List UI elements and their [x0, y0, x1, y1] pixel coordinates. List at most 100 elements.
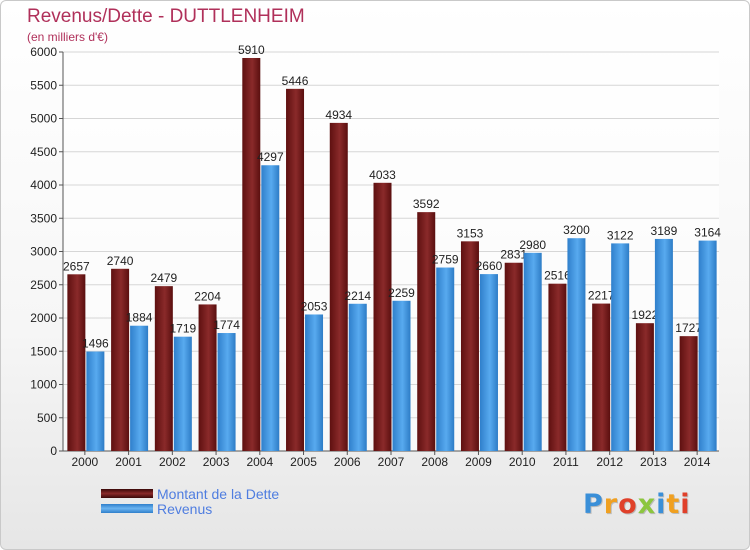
- data-label-revenus: 3189: [651, 224, 678, 238]
- y-tick-label: 1500: [30, 344, 57, 358]
- data-label-dette: 3592: [413, 197, 440, 211]
- data-label-dette: 5910: [238, 43, 265, 57]
- bar-dette: [67, 274, 86, 451]
- data-label-revenus: 3200: [563, 223, 590, 237]
- bar-dette: [198, 304, 217, 451]
- x-tick-label: 2002: [159, 455, 186, 469]
- data-label-revenus: 2214: [344, 289, 371, 303]
- data-label-revenus: 2980: [519, 238, 546, 252]
- y-tick-label: 5500: [30, 78, 57, 92]
- bar-revenus: [217, 333, 236, 451]
- legend: Montant de la Dette Revenus: [101, 485, 280, 517]
- x-tick-label: 2000: [72, 455, 99, 469]
- chart-title: Revenus/Dette - DUTTLENHEIM: [27, 6, 305, 27]
- x-tick-label: 2006: [334, 455, 361, 469]
- data-label-revenus: 1884: [126, 311, 153, 325]
- bar-dette: [286, 88, 305, 451]
- logo-letter: r: [603, 489, 619, 520]
- x-tick-label: 2009: [465, 455, 492, 469]
- y-tick-label: 4500: [30, 145, 57, 159]
- data-label-dette: 3153: [457, 226, 484, 240]
- legend-item-revenus: Revenus: [101, 500, 279, 517]
- x-tick-label: 2007: [378, 455, 405, 469]
- logo-letter: x: [637, 489, 657, 520]
- bar-dette: [154, 286, 173, 451]
- bar-dette: [635, 323, 654, 451]
- x-tick-label: 2003: [203, 455, 230, 469]
- y-tick-label: 3000: [30, 245, 57, 259]
- bar-dette: [417, 212, 436, 451]
- logo-letter: i: [656, 489, 667, 520]
- data-label-dette: 5446: [282, 74, 309, 88]
- y-tick-label: 500: [37, 411, 57, 425]
- data-label-dette: 1727: [675, 321, 702, 335]
- bar-revenus: [86, 351, 105, 451]
- data-label-revenus: 4297: [257, 150, 284, 164]
- bar-dette: [679, 336, 698, 451]
- y-tick-label: 2500: [30, 278, 57, 292]
- data-label-dette: 2740: [107, 254, 134, 268]
- x-tick-label: 2008: [421, 455, 448, 469]
- y-tick-label: 3500: [30, 211, 57, 225]
- proxiti-logo: Proxiti: [583, 489, 691, 520]
- x-tick-label: 2012: [596, 455, 623, 469]
- x-tick-label: 2004: [246, 455, 273, 469]
- bar-revenus: [698, 240, 717, 451]
- legend-swatch-revenus: [101, 504, 153, 513]
- y-tick-label: 4000: [30, 178, 57, 192]
- bar-revenus: [479, 274, 498, 451]
- bar-revenus: [261, 165, 280, 451]
- bar-revenus: [173, 336, 192, 451]
- data-label-revenus: 1496: [82, 337, 109, 351]
- data-label-revenus: 2053: [301, 299, 328, 313]
- bar-revenus: [654, 238, 673, 451]
- legend-swatch-dette: [101, 489, 153, 498]
- logo-letter: t: [666, 489, 681, 520]
- data-label-dette: 2479: [150, 271, 177, 285]
- data-label-revenus: 1774: [213, 318, 240, 332]
- legend-label-revenus: Revenus: [157, 500, 213, 517]
- bar-dette: [373, 182, 392, 452]
- data-label-dette: 2831: [500, 248, 527, 262]
- bar-revenus: [392, 300, 411, 451]
- y-tick-label: 5000: [30, 112, 57, 126]
- bar-revenus: [130, 325, 149, 451]
- data-label-dette: 2516: [544, 269, 571, 283]
- legend-label-dette: Montant de la Dette: [157, 485, 280, 502]
- bar-dette: [111, 268, 130, 451]
- data-label-revenus: 1719: [169, 322, 196, 336]
- data-label-revenus: 2660: [476, 259, 503, 273]
- y-tick-label: 1000: [30, 378, 57, 392]
- x-tick-label: 2001: [115, 455, 142, 469]
- data-label-dette: 4033: [369, 168, 396, 182]
- chart-subtitle: (en milliers d'€): [27, 30, 108, 44]
- data-label-dette: 2657: [63, 259, 90, 273]
- data-label-dette: 2217: [588, 289, 615, 303]
- bar-dette: [242, 57, 261, 452]
- y-tick-label: 6000: [30, 45, 57, 59]
- bar-dette: [460, 241, 479, 451]
- y-tick-label: 2000: [30, 311, 57, 325]
- logo-letter: o: [618, 489, 638, 520]
- logo-letter: P: [583, 489, 604, 520]
- data-label-revenus: 3122: [607, 228, 634, 242]
- bar-dette: [592, 303, 611, 451]
- bar-revenus: [436, 267, 455, 451]
- x-tick-label: 2013: [640, 455, 667, 469]
- data-label-revenus: 2259: [388, 286, 415, 300]
- data-label-dette: 2204: [194, 289, 221, 303]
- logo-letter: i: [680, 489, 691, 520]
- legend-item-dette: Montant de la Dette: [101, 485, 280, 502]
- bar-dette: [504, 262, 523, 451]
- bar-dette: [329, 122, 348, 451]
- data-label-revenus: 3164: [694, 226, 721, 240]
- bar-revenus: [567, 238, 586, 451]
- x-tick-label: 2010: [509, 455, 536, 469]
- data-label-dette: 4934: [325, 108, 352, 122]
- bar-revenus: [611, 243, 630, 451]
- data-label-dette: 1922: [632, 308, 659, 322]
- bar-revenus: [523, 252, 542, 451]
- x-tick-label: 2011: [553, 455, 579, 469]
